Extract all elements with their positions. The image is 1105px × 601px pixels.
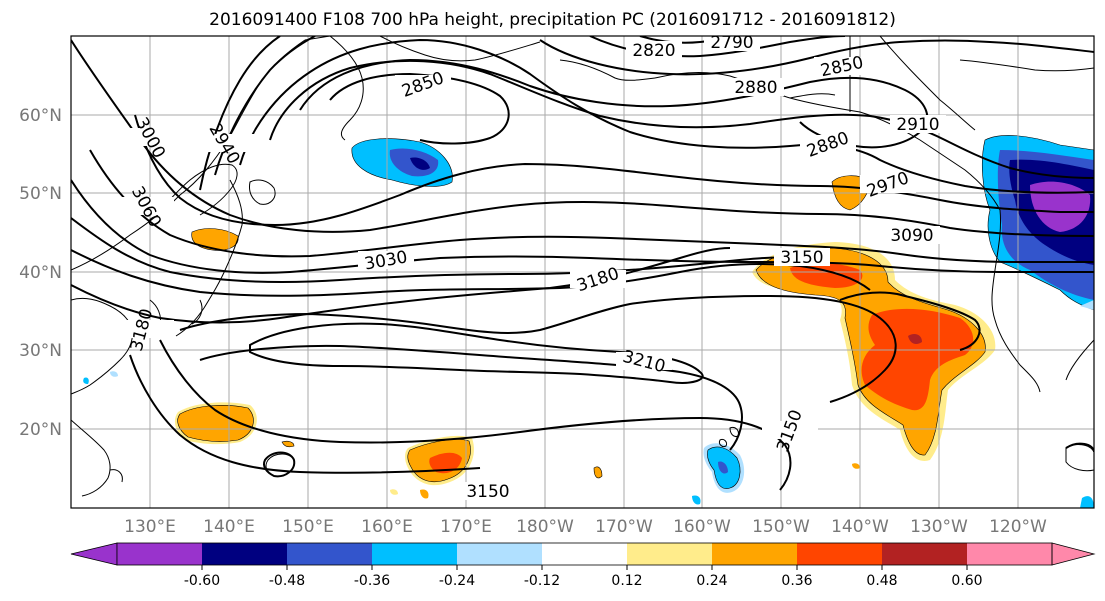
colorbar-frame <box>116 542 1053 566</box>
lon-label: 140°E <box>203 517 255 537</box>
lon-label: 170°W <box>595 517 653 537</box>
colorbar: -0.60 -0.48 -0.36 -0.24 -0.12 0.12 0.24 … <box>70 542 1096 589</box>
colorbar-tick-label: -0.24 <box>439 573 475 589</box>
contour-label: 2790 <box>710 33 753 53</box>
lon-label: 120°W <box>989 517 1047 537</box>
colorbar-tick-label: 0.12 <box>611 573 642 589</box>
lon-label: 160°E <box>361 517 413 537</box>
contour-label: 2820 <box>632 41 675 61</box>
contour-label: 3150 <box>466 482 509 502</box>
colorbar-extend-high <box>1051 542 1096 566</box>
colorbar-bin <box>797 543 882 565</box>
lat-label: 20°N <box>19 420 62 440</box>
contour-label: 3090 <box>890 226 933 246</box>
colorbar-tick-label: -0.12 <box>524 573 560 589</box>
latitude-labels: 60°N 50°N 40°N 30°N 20°N <box>19 106 62 440</box>
lat-label: 30°N <box>19 341 62 361</box>
colorbar-bin <box>712 543 797 565</box>
lon-label: 130°W <box>910 517 968 537</box>
lon-label: 130°E <box>124 517 176 537</box>
colorbar-tick-label: -0.36 <box>354 573 390 589</box>
colorbar-extend-low <box>70 542 118 566</box>
contour-label: 3150 <box>780 248 823 268</box>
colorbar-tick-label: 0.24 <box>696 573 727 589</box>
colorbar-tick-label: 0.48 <box>866 573 897 589</box>
colorbar-bin <box>967 543 1052 565</box>
colorbar-bin <box>542 543 627 565</box>
contour-label: 2910 <box>896 115 939 135</box>
colorbar-tick-label: 0.36 <box>781 573 812 589</box>
lat-label: 40°N <box>19 263 62 283</box>
colorbar-bin <box>117 543 202 565</box>
lat-label: 50°N <box>19 184 62 204</box>
lat-label: 60°N <box>19 106 62 126</box>
colorbar-tick-label: 0.60 <box>951 573 982 589</box>
colorbar-bin <box>372 543 457 565</box>
longitude-labels: 130°E 140°E 150°E 160°E 170°E 180°W 170°… <box>124 517 1047 537</box>
colorbar-tick-label: -0.48 <box>269 573 305 589</box>
map-frame <box>70 35 1095 509</box>
map-title: 2016091400 F108 700 hPa height, precipit… <box>209 10 896 30</box>
lon-label: 150°E <box>282 517 334 537</box>
height-contours <box>71 36 1094 491</box>
colorbar-tick-label: -0.60 <box>184 573 220 589</box>
colorbar-bin <box>627 543 712 565</box>
colorbar-bin <box>882 543 967 565</box>
lon-label: 180°W <box>516 517 574 537</box>
lon-label: 160°W <box>673 517 731 537</box>
lon-label: 150°W <box>752 517 810 537</box>
colorbar-bin <box>457 543 542 565</box>
lon-label: 140°W <box>831 517 889 537</box>
colorbar-bin <box>202 543 287 565</box>
contour-label: 2880 <box>734 78 777 98</box>
colorbar-bin <box>287 543 372 565</box>
lon-label: 170°E <box>440 517 492 537</box>
